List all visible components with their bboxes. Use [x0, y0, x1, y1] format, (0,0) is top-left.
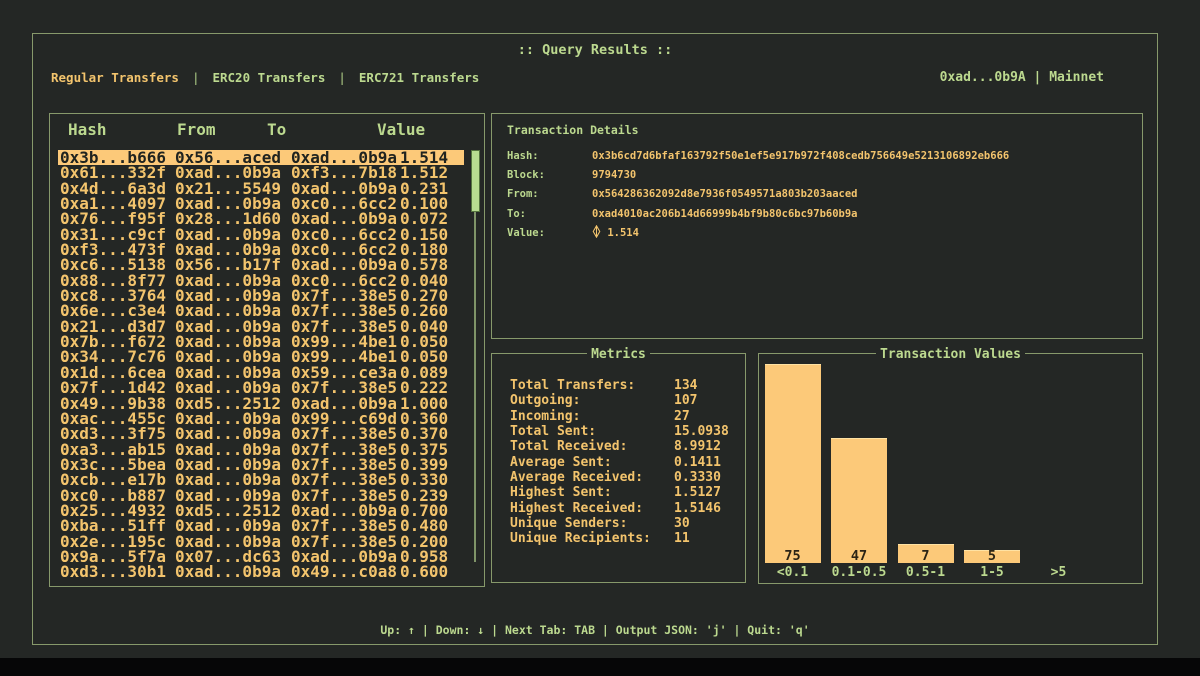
tab-erc721-transfers[interactable]: ERC721 Transfers	[359, 70, 479, 85]
metric-value: 15.0938	[674, 424, 729, 439]
metric-label: Total Transfers:	[510, 378, 674, 393]
window-title: :: Query Results ::	[33, 42, 1157, 58]
metrics-legend: Metrics	[492, 346, 745, 362]
metric-row: Total Sent:15.0938	[510, 424, 739, 439]
metric-row: Average Received:0.3330	[510, 470, 739, 485]
metric-label: Total Received:	[510, 439, 674, 454]
transaction-details-panel: Transaction Details Hash:0x3b6cd7d6bfaf1…	[491, 113, 1143, 339]
table-row[interactable]: 0xd3...30b10xad...0b9a0x49...c0a80.600	[58, 564, 464, 579]
tab-erc20-transfers[interactable]: ERC20 Transfers	[212, 70, 325, 85]
transfers-table-panel: Hash From To Value 0x3b...b6660x56...aced0x…	[49, 113, 485, 587]
column-header-value: Value	[377, 120, 425, 139]
metric-value: 1.5127	[674, 485, 721, 500]
detail-value: 1.514	[592, 227, 639, 239]
details-title: Transaction Details	[507, 123, 639, 137]
detail-value: 0x564286362092d8e7936f0549571a803b203aac…	[592, 188, 858, 200]
detail-label: Hash:	[507, 147, 592, 166]
metric-value: 30	[674, 516, 690, 531]
terminal-screen: :: Query Results :: Regular Transfers | ER…	[0, 0, 1200, 676]
bar-count-label: 47	[831, 549, 887, 563]
column-header-hash: Hash	[68, 120, 107, 139]
cell-to: 0x49...c0a8	[291, 564, 400, 579]
scrollbar-thumb[interactable]	[471, 150, 480, 212]
metric-label: Unique Recipients:	[510, 531, 674, 546]
chart-area: 75 <0.1 47 0.1-0.5 7 0.5-1 5 1-5>5	[759, 354, 1142, 583]
detail-value: 0x3b6cd7d6bfaf163792f50e1ef5e917b972f408…	[592, 150, 1009, 162]
metric-label: Outgoing:	[510, 393, 674, 408]
metric-label: Highest Received:	[510, 501, 674, 516]
metric-value: 0.3330	[674, 470, 721, 485]
metric-value: 27	[674, 409, 690, 424]
metric-label: Average Received:	[510, 470, 674, 485]
detail-field: To:0xad4010ac206b14d66999b4bf9b80c6bc97b…	[507, 205, 1134, 224]
metric-row: Average Sent:0.1411	[510, 455, 739, 470]
metric-label: Incoming:	[510, 409, 674, 424]
eth-icon	[592, 225, 601, 238]
bar-count-label: 7	[898, 549, 954, 563]
query-results-window: :: Query Results :: Regular Transfers | ER…	[32, 33, 1158, 645]
metric-label: Total Sent:	[510, 424, 674, 439]
metric-value: 134	[674, 378, 697, 393]
metric-value: 107	[674, 393, 697, 408]
transaction-values-panel: Transaction Values 75<0.1470.1-0.570.5-1…	[758, 353, 1143, 584]
detail-field: Hash:0x3b6cd7d6bfaf163792f50e1ef5e917b97…	[507, 147, 1134, 166]
detail-label: From:	[507, 185, 592, 204]
detail-label: Value:	[507, 224, 592, 243]
bar-count-label: 75	[765, 549, 821, 563]
column-header-from: From	[177, 120, 216, 139]
metric-value: 8.9912	[674, 439, 721, 454]
screen-bottom-strip	[0, 658, 1200, 676]
tab-regular-transfers[interactable]: Regular Transfers	[51, 70, 179, 85]
account-network-label: 0xad...0b9A | Mainnet	[940, 70, 1104, 85]
cell-value: 0.600	[400, 564, 460, 579]
table-body: 0x3b...b6660x56...aced0xad...0b9a1.5140x…	[50, 150, 484, 580]
bar-category-label: 0.5-1	[893, 565, 959, 580]
tab-separator: |	[192, 70, 200, 85]
metric-row: Highest Received:1.5146	[510, 501, 739, 516]
detail-label: To:	[507, 205, 592, 224]
bar-count-label: 5	[964, 549, 1020, 563]
metric-row: Highest Sent:1.5127	[510, 485, 739, 500]
metric-value: 11	[674, 531, 690, 546]
detail-field: From:0x564286362092d8e7936f0549571a803b2…	[507, 185, 1134, 204]
chart-bar	[765, 364, 821, 563]
detail-value: 9794730	[592, 169, 636, 181]
metric-value: 0.1411	[674, 455, 721, 470]
detail-label: Block:	[507, 166, 592, 185]
cell-from: 0xad...0b9a	[175, 564, 291, 579]
metric-label: Average Sent:	[510, 455, 674, 470]
metric-value: 1.5146	[674, 501, 721, 516]
detail-value: 0xad4010ac206b14d66999b4bf9b80c6bc97b60b…	[592, 208, 858, 220]
bar-category-label: 0.1-0.5	[826, 565, 892, 580]
metric-label: Unique Senders:	[510, 516, 674, 531]
tab-separator: |	[338, 70, 346, 85]
metric-row: Outgoing:107	[510, 393, 739, 408]
metrics-rows: Total Transfers:134Outgoing:107Incoming:…	[510, 378, 739, 547]
metric-row: Total Transfers:134	[510, 378, 739, 393]
table-header: Hash From To Value	[50, 114, 484, 144]
detail-field: Value: 1.514	[507, 224, 1134, 243]
metric-label: Highest Sent:	[510, 485, 674, 500]
column-header-to: To	[267, 120, 286, 139]
cell-hash: 0xd3...30b1	[60, 564, 175, 579]
details-fields: Hash:0x3b6cd7d6bfaf163792f50e1ef5e917b97…	[507, 147, 1134, 243]
chart-bar	[831, 438, 887, 563]
tab-bar: Regular Transfers | ERC20 Transfers | ERC721…	[51, 70, 479, 85]
metrics-title: Metrics	[587, 347, 650, 362]
bar-category-label: >5	[1026, 565, 1092, 580]
metric-row: Unique Senders:30	[510, 516, 739, 531]
bar-category-label: <0.1	[760, 565, 826, 580]
bar-category-label: 1-5	[959, 565, 1025, 580]
metrics-panel: Metrics Total Transfers:134Outgoing:107I…	[491, 353, 746, 583]
help-bar: Up: ↑ | Down: ↓ | Next Tab: TAB | Output…	[33, 623, 1157, 637]
detail-field: Block:9794730	[507, 166, 1134, 185]
metric-row: Incoming:27	[510, 409, 739, 424]
metric-row: Total Received:8.9912	[510, 439, 739, 454]
metric-row: Unique Recipients:11	[510, 531, 739, 546]
